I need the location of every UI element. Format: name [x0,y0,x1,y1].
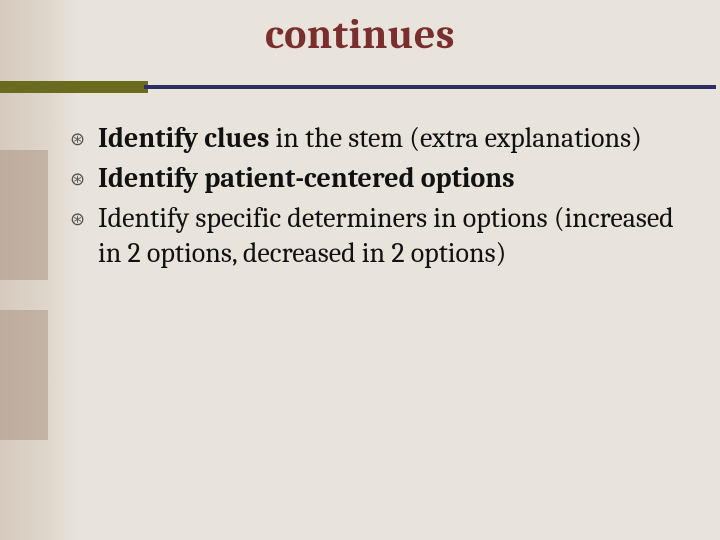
list-item: ⊛ Identify clues in the stem (extra expl… [70,121,680,157]
bullet-bold: Identify patient-centered options [98,162,515,194]
divider-navy-segment [144,85,716,89]
bullet-text: Identify clues in the stem (extra explan… [98,121,642,157]
bullet-list: ⊛ Identify clues in the stem (extra expl… [0,95,720,272]
slide: continues ⊛ Identify clues in the stem (… [0,0,720,540]
bullet-text: Identify specific determiners in options… [98,201,680,273]
bullet-icon: ⊛ [70,161,98,190]
bullet-icon: ⊛ [70,121,98,150]
slide-title: continues [0,0,720,77]
bullet-text: Identify patient-centered options [98,161,515,197]
bullet-icon: ⊛ [70,201,98,230]
bullet-rest: Identify specific determiners in options… [98,202,674,270]
divider-olive-segment [0,81,148,93]
bullet-bold: Identify clues [98,122,269,154]
bullet-rest: in the stem (extra explanations) [269,122,641,154]
list-item: ⊛ Identify patient-centered options [70,161,680,197]
divider [0,77,720,95]
list-item: ⊛ Identify specific determiners in optio… [70,201,680,273]
